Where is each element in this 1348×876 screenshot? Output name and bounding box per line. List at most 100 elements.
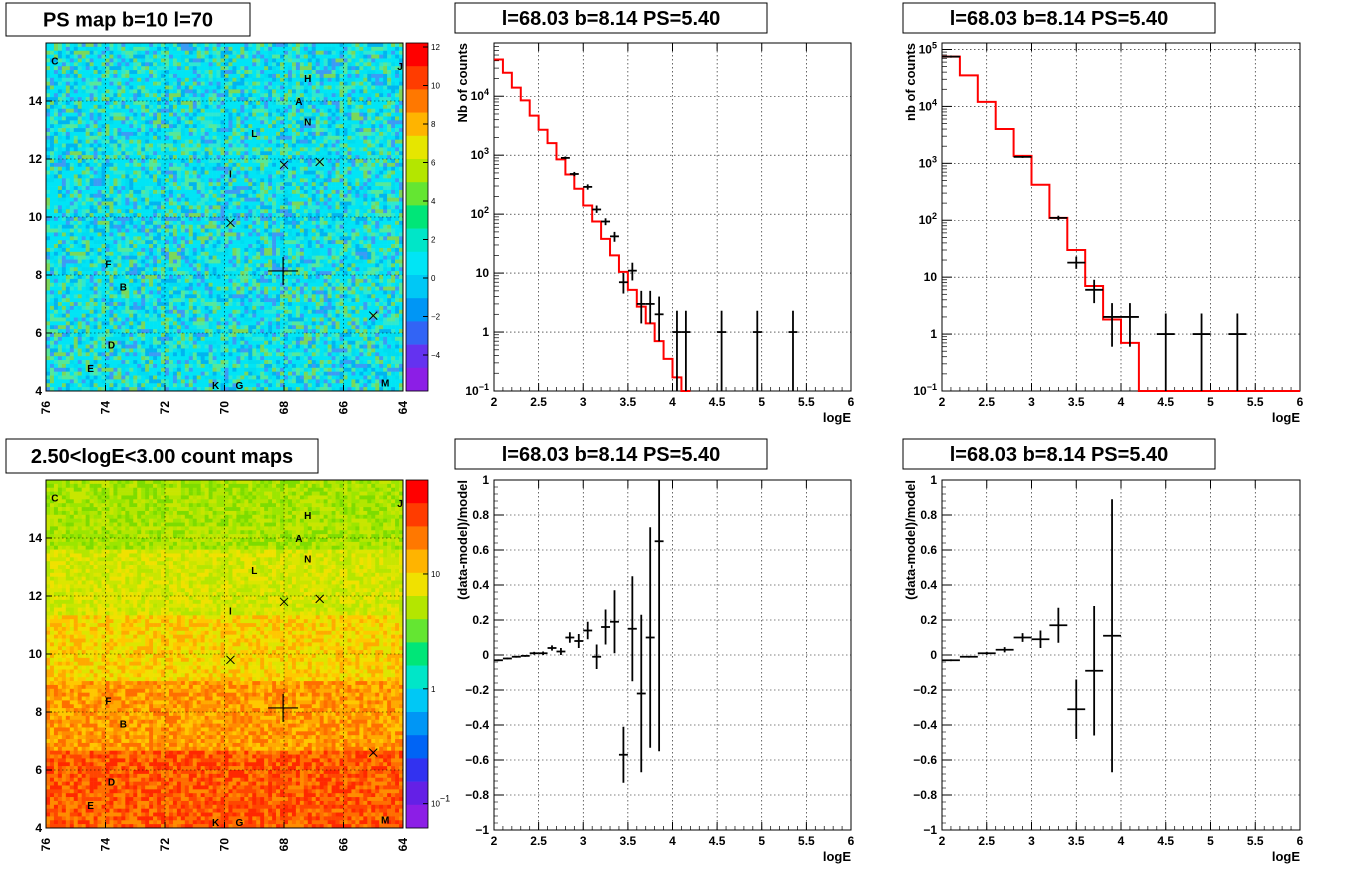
count_map-xtick-label: 66 (337, 838, 351, 852)
count_map-xtick-label: 74 (99, 838, 113, 852)
spectrum_left-ytick-label: 104 (471, 87, 489, 103)
source-label: C (51, 493, 58, 504)
source-label: A (295, 97, 302, 108)
ps_map-colorbar-segment (406, 321, 428, 345)
spectrum_left-ytick-label: 1 (482, 325, 489, 339)
count_map-ytick-label: 6 (35, 763, 42, 777)
ps_map-colorbar-segment (406, 135, 428, 160)
count_map-colorbar-label: 1 (431, 685, 436, 694)
residual_right-ytick-label: −1 (923, 823, 937, 837)
source-marker (368, 311, 378, 320)
count_map-colorbar-segment (406, 572, 428, 597)
count_map-xtick-label: 76 (39, 838, 53, 852)
count_map-colorbar-segment (406, 549, 428, 574)
ps_map-xtick-label: 74 (99, 401, 113, 415)
count_map-ytick-label: 4 (35, 821, 42, 835)
source-marker (315, 157, 325, 167)
residual_left-ytick-label: 0.8 (472, 508, 489, 522)
count_map-colorbar-segment (406, 758, 428, 782)
count_map-colorbar-segment (406, 619, 428, 643)
count_map-ytick-label: 8 (35, 705, 42, 719)
spectrum_right-xtick-label: 2 (939, 395, 946, 409)
residual_left-ytick-label: −0.2 (465, 683, 489, 697)
spectrum_right-xtick-label: 4.5 (1157, 395, 1174, 409)
residual_left-ytick-label: −0.6 (465, 753, 489, 767)
spectrum_left-xtick-label: 3 (580, 395, 587, 409)
source-label: H (304, 511, 311, 522)
residual_left-title: l=68.03 b=8.14 PS=5.40 (502, 444, 721, 466)
source-marker (226, 655, 235, 665)
ps_map-colorbar-label: −4 (431, 351, 441, 360)
residual_right-ytick-label: −0.8 (913, 788, 937, 802)
ps_map-colorbar-segment (406, 159, 428, 183)
ps_map-colorbar-segment (406, 228, 428, 253)
spectrum_right-ytick-label: 1 (930, 327, 937, 341)
spectrum_left-xtick-label: 6 (848, 395, 855, 409)
count_map-colorbar-segment (406, 480, 428, 504)
ps_map-ytick-label: 6 (35, 326, 42, 340)
count_map-ytick-label: 12 (29, 589, 43, 603)
spectrum_right-xtick-label: 6 (1297, 395, 1304, 409)
residual_right-ytick-label: −0.6 (913, 753, 937, 767)
residual_left-ytick-label: 0 (482, 648, 489, 662)
source-label: D (108, 778, 115, 789)
residual_right-xlabel: logE (1272, 849, 1300, 864)
spectrum_right-ytick-label: 103 (919, 154, 937, 170)
residual_left-ytick-label: −0.8 (465, 788, 489, 802)
spectrum_left-xtick-label: 3.5 (620, 395, 637, 409)
count_map-xtick-label: 70 (218, 838, 232, 852)
ps_map-colorbar-frame (405, 42, 429, 392)
count_map-title-box (5, 438, 319, 474)
residual_right-ytick-label: 0.6 (920, 543, 937, 557)
residual_right-ytick-label: 0.8 (920, 508, 937, 522)
count_map-colorbar-segment (406, 712, 428, 736)
ps_map-colorbar-label: 10 (431, 82, 440, 91)
spectrum_right-ytick-label: 10 (924, 270, 938, 284)
count_map-xtick-label: 72 (158, 838, 172, 852)
residual_left-xtick-label: 5 (758, 834, 765, 848)
source-label: A (295, 534, 302, 545)
source-label: M (381, 378, 389, 389)
spectrum_right-xtick-label: 2.5 (978, 395, 995, 409)
spectrum_left-ytick-label: 10−1 (465, 382, 489, 398)
count_map-title: 2.50<logE<3.00 count maps (31, 446, 293, 468)
ps_map-colorbar-label: 4 (431, 197, 436, 206)
ps_map-cells (46, 43, 404, 392)
spectrum_left-xtick-label: 4 (669, 395, 676, 409)
spectrum_right-xtick-label: 3 (1028, 395, 1035, 409)
ps_map-title-box (5, 2, 251, 37)
residual_left-xtick-label: 2 (491, 834, 498, 848)
source-label: H (304, 74, 311, 85)
count_map-xtick-label: 68 (277, 838, 291, 852)
ps_map-title: PS map b=10 l=70 (43, 10, 213, 32)
spectrum_right-title: l=68.03 b=8.14 PS=5.40 (950, 8, 1169, 30)
count_map-ytick-label: 10 (29, 647, 43, 661)
source-label: E (87, 801, 94, 812)
spectrum_right-xtick-label: 3.5 (1068, 395, 1085, 409)
spectrum_left-ylabel: Nb of counts (455, 43, 470, 122)
residual_right-xtick-label: 5.5 (1247, 834, 1264, 848)
count_map-colorbar-segment (406, 503, 428, 527)
spectrum_left-title-box (454, 2, 768, 34)
count_map-ytick-label: 14 (29, 531, 43, 545)
residual_left-xtick-label: 3.5 (620, 834, 637, 848)
ps_map-colorbar-label: 0 (431, 274, 436, 283)
residual_left-ytick-label: 1 (482, 473, 489, 487)
source-marker (279, 160, 289, 170)
count_map-colorbar-segment (406, 735, 428, 759)
source-marker (279, 597, 289, 607)
source-label: L (251, 566, 257, 577)
residual_right-ylabel: (data-model)/model (903, 480, 918, 600)
spectrum_right-ytick-label: 10−1 (913, 382, 937, 398)
residual_left-ytick-label: 0.4 (472, 578, 489, 592)
spectrum_right-title-box (902, 2, 1216, 34)
residual_right-ytick-label: −0.4 (913, 718, 937, 732)
ps_map-xtick-label: 70 (218, 401, 232, 415)
source-marker (226, 218, 235, 228)
residual_right-xtick-label: 3 (1028, 834, 1035, 848)
ps_map-ytick-label: 8 (35, 268, 42, 282)
source-label: M (381, 815, 389, 826)
ps_map-xtick-label: 76 (39, 401, 53, 415)
count_map-colorbar-frame (405, 479, 429, 829)
ps_map-colorbar-segment (406, 112, 428, 137)
